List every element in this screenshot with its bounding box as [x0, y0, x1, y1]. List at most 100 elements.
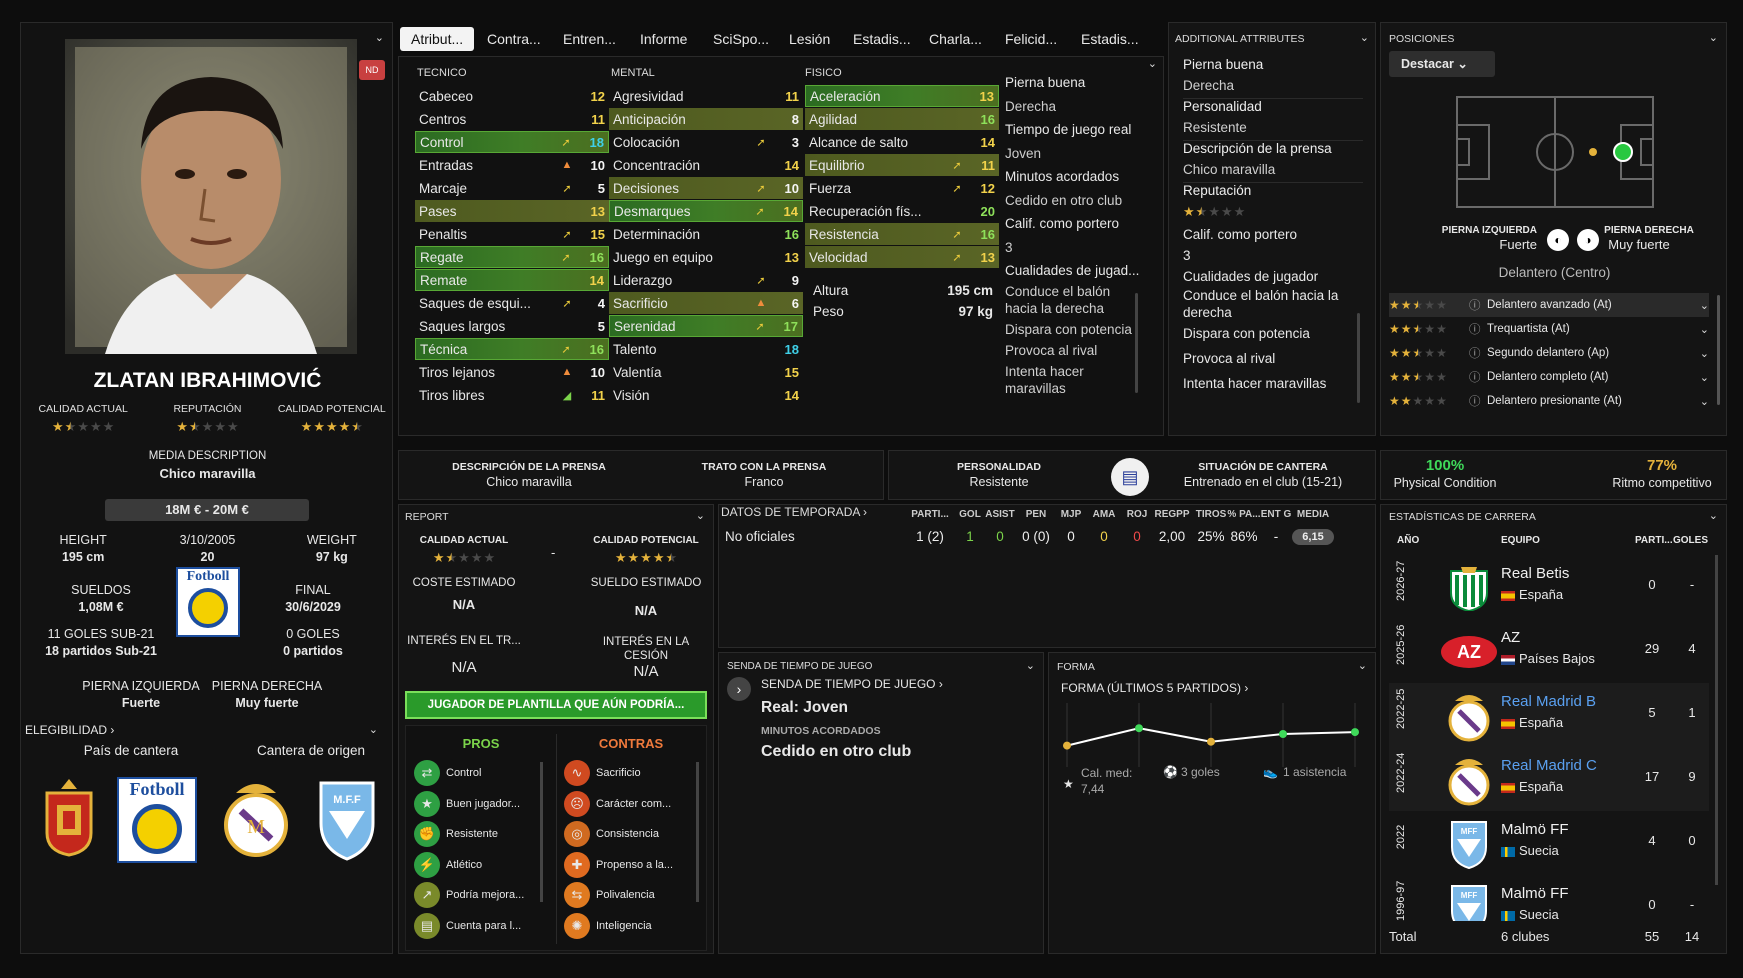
pro-item[interactable]: ★ Buen jugador...: [414, 789, 554, 820]
pro-item[interactable]: ▤ Cuenta para l...: [414, 911, 554, 942]
attribute-row[interactable]: Visión 14: [609, 384, 803, 406]
attribute-row[interactable]: Velocidad ➚ 13: [805, 246, 999, 268]
attribute-row[interactable]: Resistencia ➚ 16: [805, 223, 999, 245]
attribute-row[interactable]: Cabeceo 12: [415, 85, 609, 107]
attribute-row[interactable]: Saques de esqui... ➚ 4: [415, 292, 609, 314]
attribute-row[interactable]: Anticipación 8: [609, 108, 803, 130]
form-point[interactable]: [1279, 730, 1287, 738]
attribute-row[interactable]: Decisiones ➚ 10: [609, 177, 803, 199]
roles-scrollbar[interactable]: [1717, 295, 1720, 405]
attribute-row[interactable]: Serenidad ➚ 17: [609, 315, 803, 337]
eligibility-header[interactable]: ELEGIBILIDAD ›: [25, 723, 115, 737]
attribute-row[interactable]: Marcaje ➚ 5: [415, 177, 609, 199]
attribute-row[interactable]: Equilibrio ➚ 11: [805, 154, 999, 176]
highlight-dropdown[interactable]: Destacar ⌄: [1389, 51, 1495, 77]
pros-scrollbar[interactable]: [540, 762, 543, 902]
form-point[interactable]: [1135, 724, 1143, 733]
career-row[interactable]: 2025-26 AZ AZ Países Bajos 29 4: [1389, 619, 1709, 683]
career-dropdown-icon[interactable]: ⌄: [1708, 510, 1718, 522]
contra-item[interactable]: ∿ Sacrificio: [564, 758, 704, 789]
role-row[interactable]: ★ ★ ★ ★ ★ ⓘ Delantero presionante (At) ⌄: [1389, 389, 1709, 413]
tab-stats[interactable]: Estadis...: [853, 31, 911, 47]
contras-scrollbar[interactable]: [696, 762, 699, 902]
attribute-row[interactable]: Agilidad 16: [805, 108, 999, 130]
report-dropdown-icon[interactable]: ⌄: [695, 510, 705, 522]
career-row[interactable]: 2026-27 Real Betis España 0 -: [1389, 555, 1709, 619]
chevron-down-icon[interactable]: ⌄: [1699, 347, 1709, 360]
attribute-row[interactable]: Saques largos 5: [415, 315, 609, 337]
attribute-row[interactable]: Desmarques ➚ 14: [609, 200, 803, 222]
attribute-row[interactable]: Entradas ▲ 10: [415, 154, 609, 176]
tab-attributes[interactable]: Atribut...: [400, 27, 475, 51]
attribute-row[interactable]: Tiros lejanos ▲ 10: [415, 361, 609, 383]
attribute-row[interactable]: Regate ➚ 16: [415, 246, 609, 268]
chevron-down-icon[interactable]: ⌄: [1699, 371, 1709, 384]
attribute-row[interactable]: Centros 11: [415, 108, 609, 130]
squad-player-banner[interactable]: JUGADOR DE PLANTILLA QUE AÚN PODRÍA...: [405, 691, 707, 719]
attribute-row[interactable]: Remate 14: [415, 269, 609, 291]
attribute-row[interactable]: Juego en equipo 13: [609, 246, 803, 268]
pro-item[interactable]: ⇄ Control: [414, 758, 554, 789]
career-row[interactable]: 2022-25 Real Madrid B España 5 1: [1389, 683, 1709, 747]
tab-stats-2[interactable]: Estadis...: [1081, 31, 1139, 47]
attribute-row[interactable]: Técnica ➚ 16: [415, 338, 609, 360]
attribute-row[interactable]: Colocación ➚ 3: [609, 131, 803, 153]
additional-scrollbar[interactable]: [1357, 313, 1360, 403]
tab-happiness[interactable]: Felicid...: [1005, 31, 1058, 47]
tab-training[interactable]: Entren...: [563, 31, 616, 47]
attribute-row[interactable]: Alcance de salto 14: [805, 131, 999, 153]
role-row[interactable]: ★ ★ ★ ★ ★ ⓘ Delantero avanzado (At) ⌄: [1389, 293, 1709, 317]
tab-sciscout[interactable]: SciSpo...: [713, 31, 770, 47]
attribute-row[interactable]: Valentía 15: [609, 361, 803, 383]
attribute-row[interactable]: Tiros libres ◢ 11: [415, 384, 609, 406]
form-point[interactable]: [1351, 728, 1359, 737]
contra-item[interactable]: ✺ Inteligencia: [564, 911, 704, 942]
tab-report[interactable]: Informe: [640, 31, 688, 47]
tab-contract[interactable]: Contra...: [487, 31, 541, 47]
career-scrollbar[interactable]: [1715, 555, 1718, 885]
attribute-row[interactable]: Agresividad 11: [609, 85, 803, 107]
positions-dropdown-icon[interactable]: ⌄: [1708, 32, 1718, 44]
form-point[interactable]: [1207, 737, 1215, 746]
season-stats-header[interactable]: DATOS DE TEMPORADA ›: [721, 505, 868, 519]
tab-injury[interactable]: Lesión: [789, 31, 831, 47]
attribute-row[interactable]: Concentración 14: [609, 154, 803, 176]
contra-item[interactable]: ⇆ Polivalencia: [564, 880, 704, 911]
pro-item[interactable]: ↗ Podría mejora...: [414, 880, 554, 911]
playing-time-link[interactable]: SENDA DE TIEMPO DE JUEGO ›: [761, 677, 943, 691]
panel-dropdown-icon[interactable]: ⌄: [374, 32, 384, 44]
additional-dropdown-icon[interactable]: ⌄: [1359, 32, 1369, 44]
attribute-row[interactable]: Liderazgo ➚ 9: [609, 269, 803, 291]
pro-item[interactable]: ✊ Resistente: [414, 819, 554, 850]
side-info-scrollbar[interactable]: [1135, 293, 1138, 393]
role-row[interactable]: ★ ★ ★ ★ ★ ⓘ Segundo delantero (Ap) ⌄: [1389, 341, 1709, 365]
playing-time-dropdown-icon[interactable]: ⌄: [1025, 660, 1035, 672]
form-point[interactable]: [1063, 741, 1071, 750]
career-row[interactable]: 1996-97 MFF Malmö FF Suecia 0 -: [1389, 875, 1709, 921]
attribute-row[interactable]: Aceleración 13: [805, 85, 999, 107]
contra-item[interactable]: ◎ Consistencia: [564, 819, 704, 850]
eligibility-dropdown-icon[interactable]: ⌄: [368, 724, 378, 736]
arrow-right-icon[interactable]: ›: [727, 677, 751, 701]
attribute-row[interactable]: Control ➚ 18: [415, 131, 609, 153]
attribute-row[interactable]: Determinación 16: [609, 223, 803, 245]
form-chart-title[interactable]: FORMA (ÚLTIMOS 5 PARTIDOS) ›: [1061, 681, 1249, 695]
attribute-row[interactable]: Pases 13: [415, 200, 609, 222]
attribute-row[interactable]: Talento 18: [609, 338, 803, 360]
chevron-down-icon[interactable]: ⌄: [1699, 323, 1709, 336]
attribute-row[interactable]: Sacrificio ▲ 6: [609, 292, 803, 314]
attribute-row[interactable]: Penaltis ➚ 15: [415, 223, 609, 245]
role-row[interactable]: ★ ★ ★ ★ ★ ⓘ Trequartista (At) ⌄: [1389, 317, 1709, 341]
chevron-down-icon[interactable]: ⌄: [1699, 395, 1709, 408]
role-row[interactable]: ★ ★ ★ ★ ★ ⓘ Delantero completo (At) ⌄: [1389, 365, 1709, 389]
attribute-row[interactable]: Recuperación fís... 20: [805, 200, 999, 222]
attributes-dropdown-icon[interactable]: ⌄: [1147, 58, 1157, 70]
contra-item[interactable]: ☹ Carácter com...: [564, 789, 704, 820]
attribute-row[interactable]: Fuerza ➚ 12: [805, 177, 999, 199]
chevron-down-icon[interactable]: ⌄: [1699, 299, 1709, 312]
career-row[interactable]: 2022 MFF Malmö FF Suecia 4 0: [1389, 811, 1709, 875]
career-team[interactable]: Real Madrid B: [1501, 693, 1597, 710]
pro-item[interactable]: ⚡ Atlético: [414, 850, 554, 881]
tab-talk[interactable]: Charla...: [929, 31, 982, 47]
form-dropdown-icon[interactable]: ⌄: [1357, 660, 1367, 672]
